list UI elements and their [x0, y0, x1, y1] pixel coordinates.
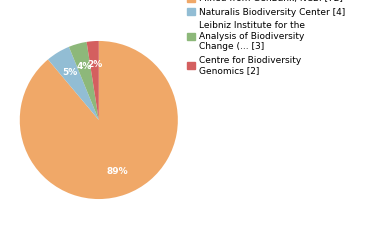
Legend: Mined from GenBank, NCBI [72], Naturalis Biodiversity Center [4], Leibniz Instit: Mined from GenBank, NCBI [72], Naturalis… [185, 0, 348, 77]
Text: 5%: 5% [63, 68, 78, 77]
Wedge shape [48, 47, 99, 120]
Wedge shape [20, 41, 178, 199]
Text: 2%: 2% [87, 60, 102, 69]
Wedge shape [87, 41, 99, 120]
Text: 89%: 89% [107, 168, 128, 176]
Text: 4%: 4% [76, 62, 92, 71]
Wedge shape [69, 42, 99, 120]
